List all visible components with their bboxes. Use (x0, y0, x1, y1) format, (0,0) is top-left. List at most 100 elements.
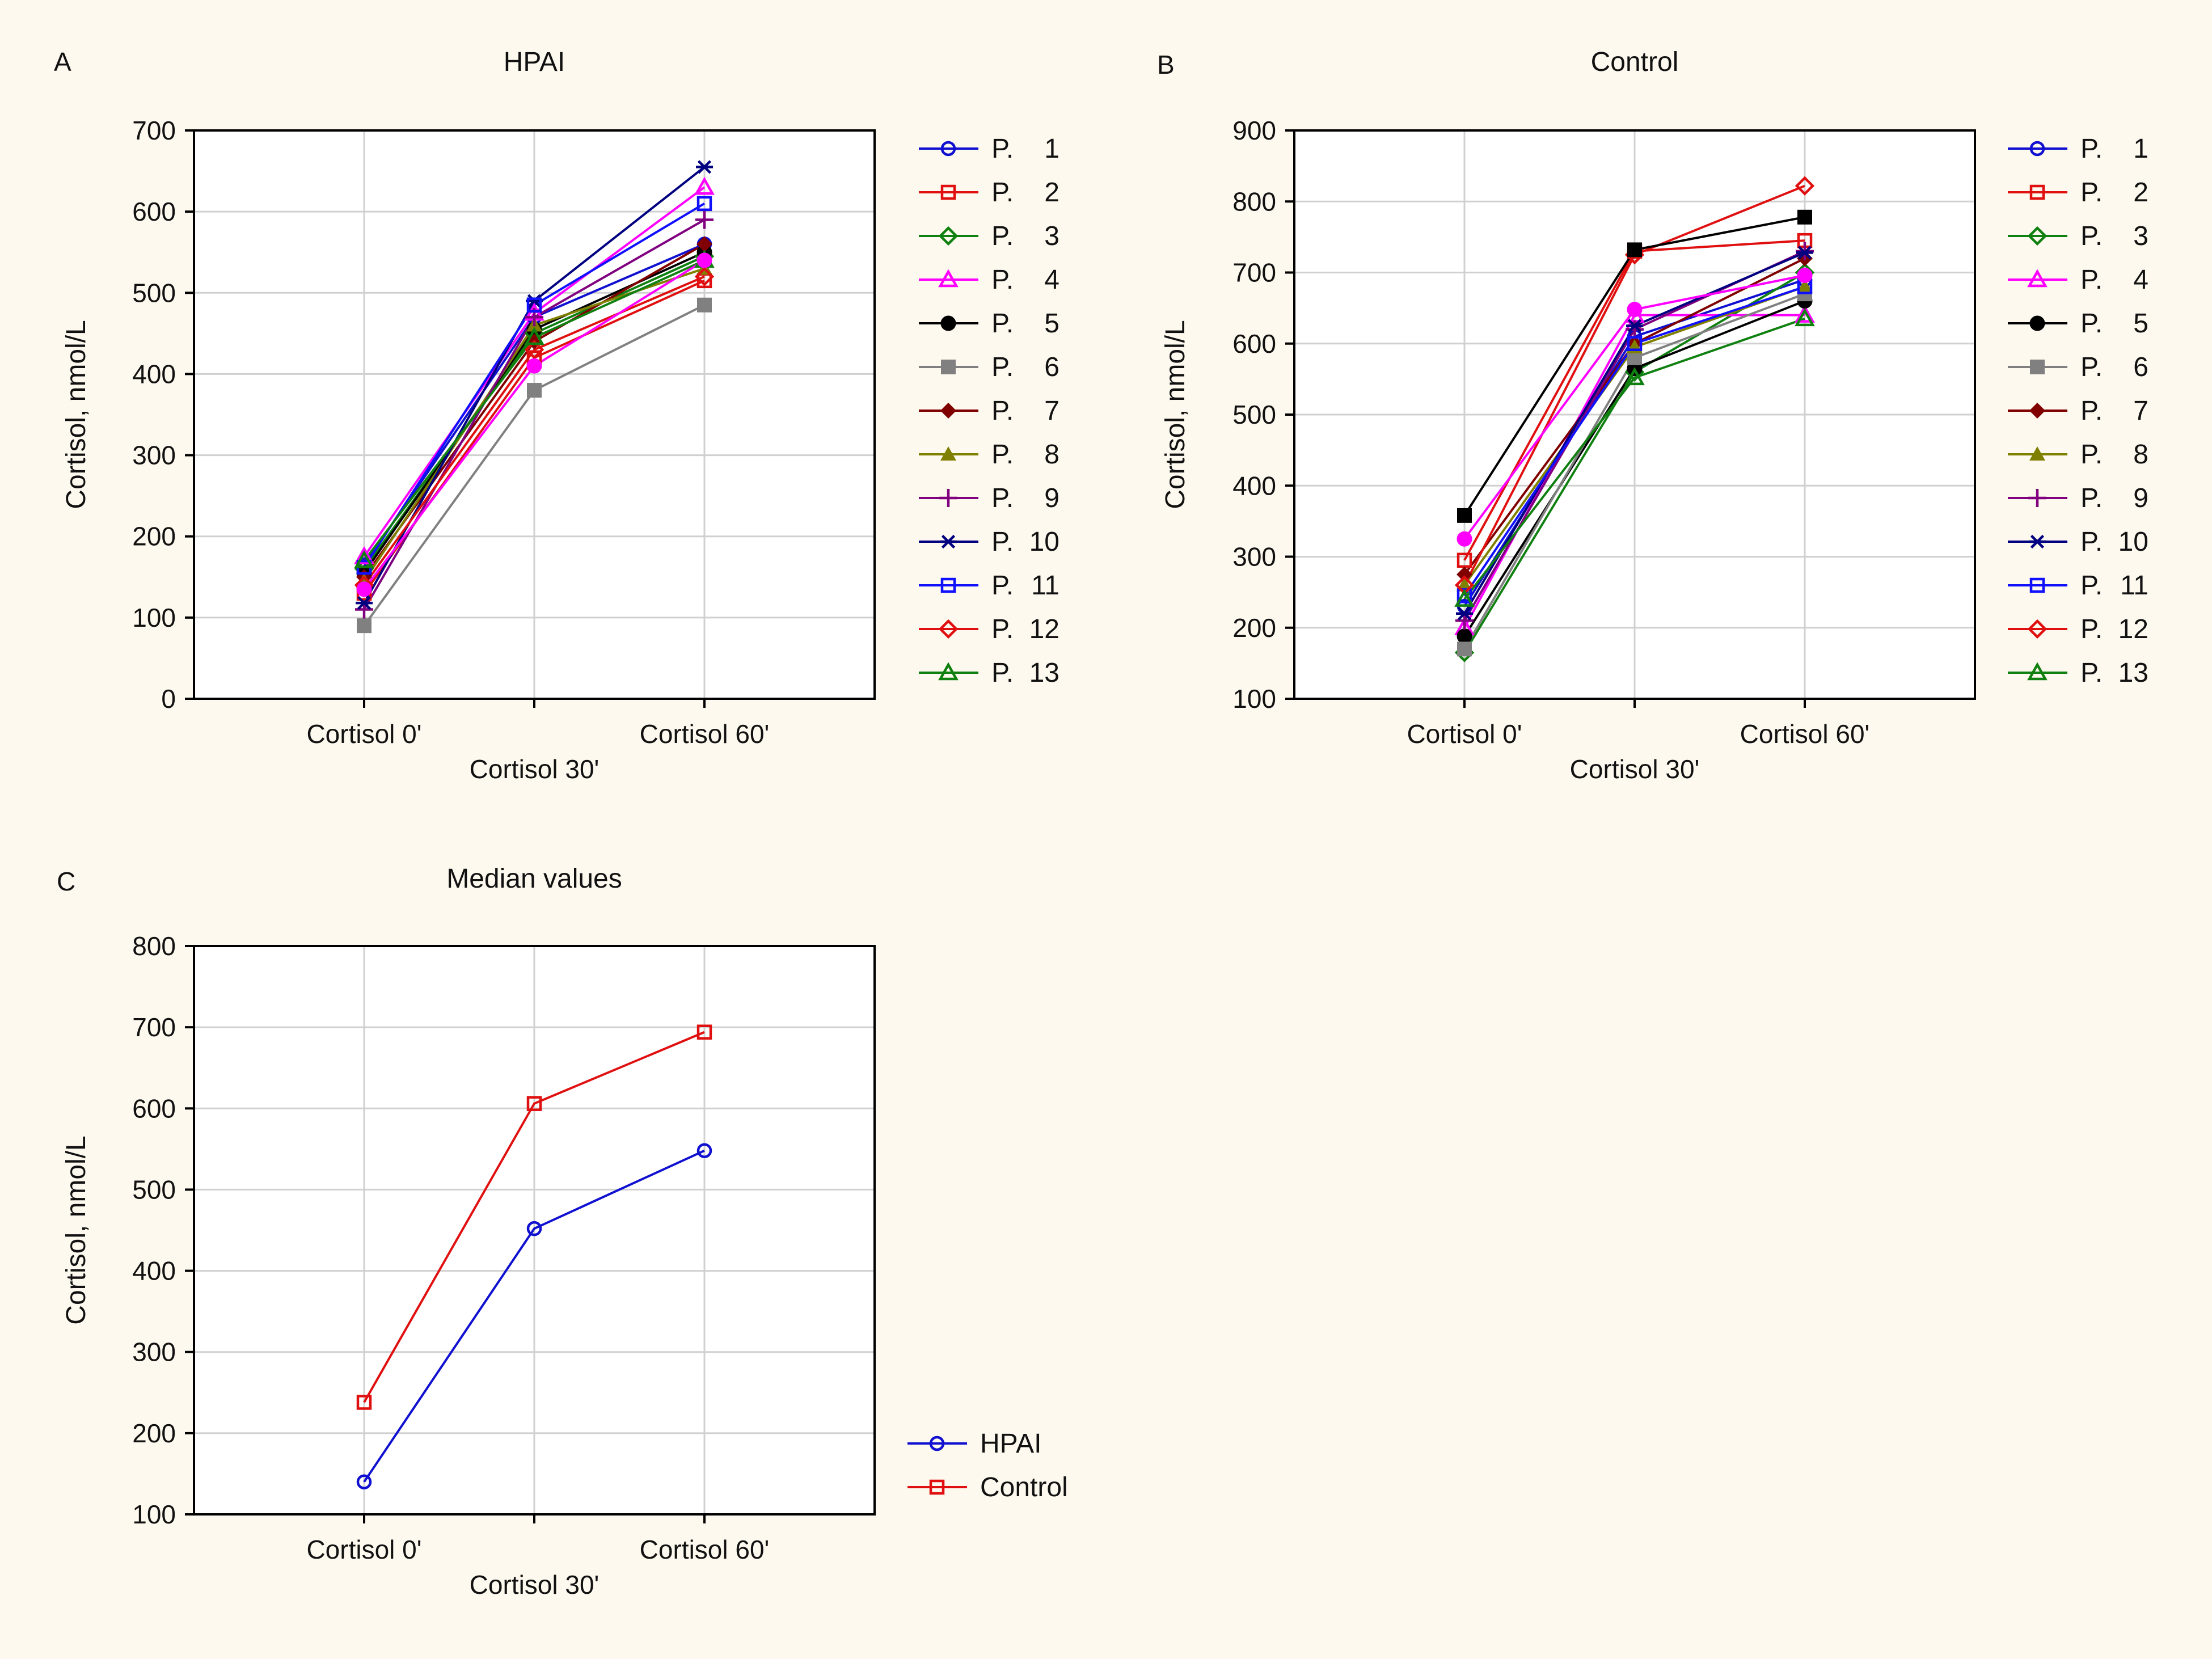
legend-marker (2030, 360, 2045, 374)
chart-title: HPAI (504, 47, 565, 77)
data-point (1627, 302, 1643, 318)
data-point (356, 1474, 372, 1489)
legend-label: P. (991, 614, 1014, 644)
legend-number: 7 (2133, 396, 2148, 426)
legend-label: P. (991, 309, 1014, 339)
series-line (1463, 318, 1805, 600)
y-tick-label: 500 (132, 278, 176, 307)
legend-label: P. (991, 483, 1014, 513)
y-tick-label: 100 (1232, 684, 1276, 714)
data-point (694, 267, 715, 286)
x-tick-label: Cortisol 60' (1740, 719, 1870, 749)
legend-number: 12 (2118, 614, 2148, 644)
data-point (524, 327, 544, 345)
y-tick-label: 300 (1232, 542, 1276, 572)
legend-marker (2027, 226, 2048, 246)
legend-number: 2 (2133, 178, 2148, 208)
y-tick-label: 100 (132, 1500, 176, 1529)
data-point (1626, 319, 1643, 333)
legend-marker (2029, 577, 2045, 593)
legend-marker (938, 619, 959, 639)
legend-label: P. (2080, 396, 2103, 426)
legend-label: P. (2080, 614, 2103, 644)
legend-number: 8 (2133, 440, 2148, 470)
legend-number: 4 (1044, 265, 1059, 295)
panel-b: B Control 100 200 300 400 500 600 700 800 900 Corti… (1157, 47, 2148, 784)
y-tick-label: 900 (1232, 116, 1276, 145)
y-tick-label: 600 (1232, 329, 1276, 358)
y-axis-label: Cortisol, nmol/L (61, 320, 91, 509)
y-tick-label: 400 (1232, 471, 1276, 500)
legend-number: 4 (2133, 265, 2148, 295)
data-point (1457, 566, 1472, 582)
series-line (363, 275, 705, 586)
x-tick-label: Cortisol 0' (306, 719, 421, 749)
data-point (1795, 305, 1815, 323)
data-point (1626, 320, 1644, 339)
y-tick-label: 400 (132, 1256, 176, 1286)
legend-marker (2027, 619, 2048, 639)
legend-label: P. (991, 265, 1014, 295)
legend-marker (940, 141, 956, 157)
data-point (1457, 628, 1472, 644)
data-point (696, 252, 712, 268)
x-tick-label: Cortisol 30' (1570, 754, 1700, 784)
legend-number: 6 (2133, 352, 2148, 382)
legend-number: 1 (2133, 134, 2148, 164)
y-axis-label: Cortisol, nmol/L (61, 1135, 91, 1324)
legend-label: P. (991, 396, 1014, 426)
legend-label: P. (2080, 352, 2103, 382)
legend-label: P. (991, 134, 1014, 164)
chart-title: Control (1591, 47, 1679, 77)
data-point (695, 210, 714, 229)
y-tick-label: 300 (132, 1337, 176, 1367)
legend-label: P. (2080, 265, 2103, 295)
panel-letter: C (57, 867, 75, 896)
data-point (1456, 606, 1473, 620)
data-point (526, 1096, 542, 1111)
legend-marker (940, 403, 956, 419)
data-point (1795, 308, 1815, 327)
panel-letter: B (1157, 50, 1175, 79)
y-tick-label: 600 (132, 1094, 176, 1123)
legend-label: P. (2080, 571, 2103, 601)
y-tick-label: 700 (132, 1012, 176, 1042)
data-point (696, 160, 713, 174)
legend-number: 13 (1029, 658, 1059, 688)
legend-number: 9 (1044, 483, 1059, 513)
legend-marker (929, 1436, 945, 1451)
legend-label: P. (991, 658, 1014, 688)
x-tick-label: Cortisol 60' (640, 719, 770, 749)
data-point (354, 550, 374, 568)
data-point (696, 1024, 712, 1040)
legend-label: P. (2080, 178, 2103, 208)
legend-number: 8 (1044, 440, 1059, 470)
legend-number: 2 (1044, 178, 1059, 208)
y-tick-label: 200 (132, 1419, 176, 1448)
legend-number: 1 (1044, 134, 1059, 164)
data-point (696, 236, 712, 252)
y-tick-label: 600 (132, 197, 176, 226)
legend-marker (938, 226, 959, 246)
y-tick-label: 200 (1232, 613, 1276, 643)
y-tick-label: 800 (1232, 187, 1276, 216)
panel-letter: A (54, 47, 71, 77)
y-tick-label: 500 (132, 1175, 176, 1204)
data-point (1627, 336, 1643, 351)
data-point (696, 196, 712, 212)
data-point (1454, 589, 1475, 607)
legend-label: P. (991, 571, 1014, 601)
legend-marker (2029, 403, 2045, 419)
y-tick-label: 800 (132, 931, 176, 961)
data-point (1457, 531, 1472, 547)
legend-marker (940, 315, 956, 331)
legend-number: 5 (1044, 309, 1059, 339)
data-point (526, 358, 542, 374)
legend-label: HPAI (980, 1429, 1041, 1459)
legend-number: 6 (1044, 352, 1059, 382)
legend-marker (929, 1479, 945, 1495)
legend-number: 10 (2118, 527, 2148, 557)
data-point (357, 618, 372, 634)
y-tick-label: 300 (132, 441, 176, 470)
